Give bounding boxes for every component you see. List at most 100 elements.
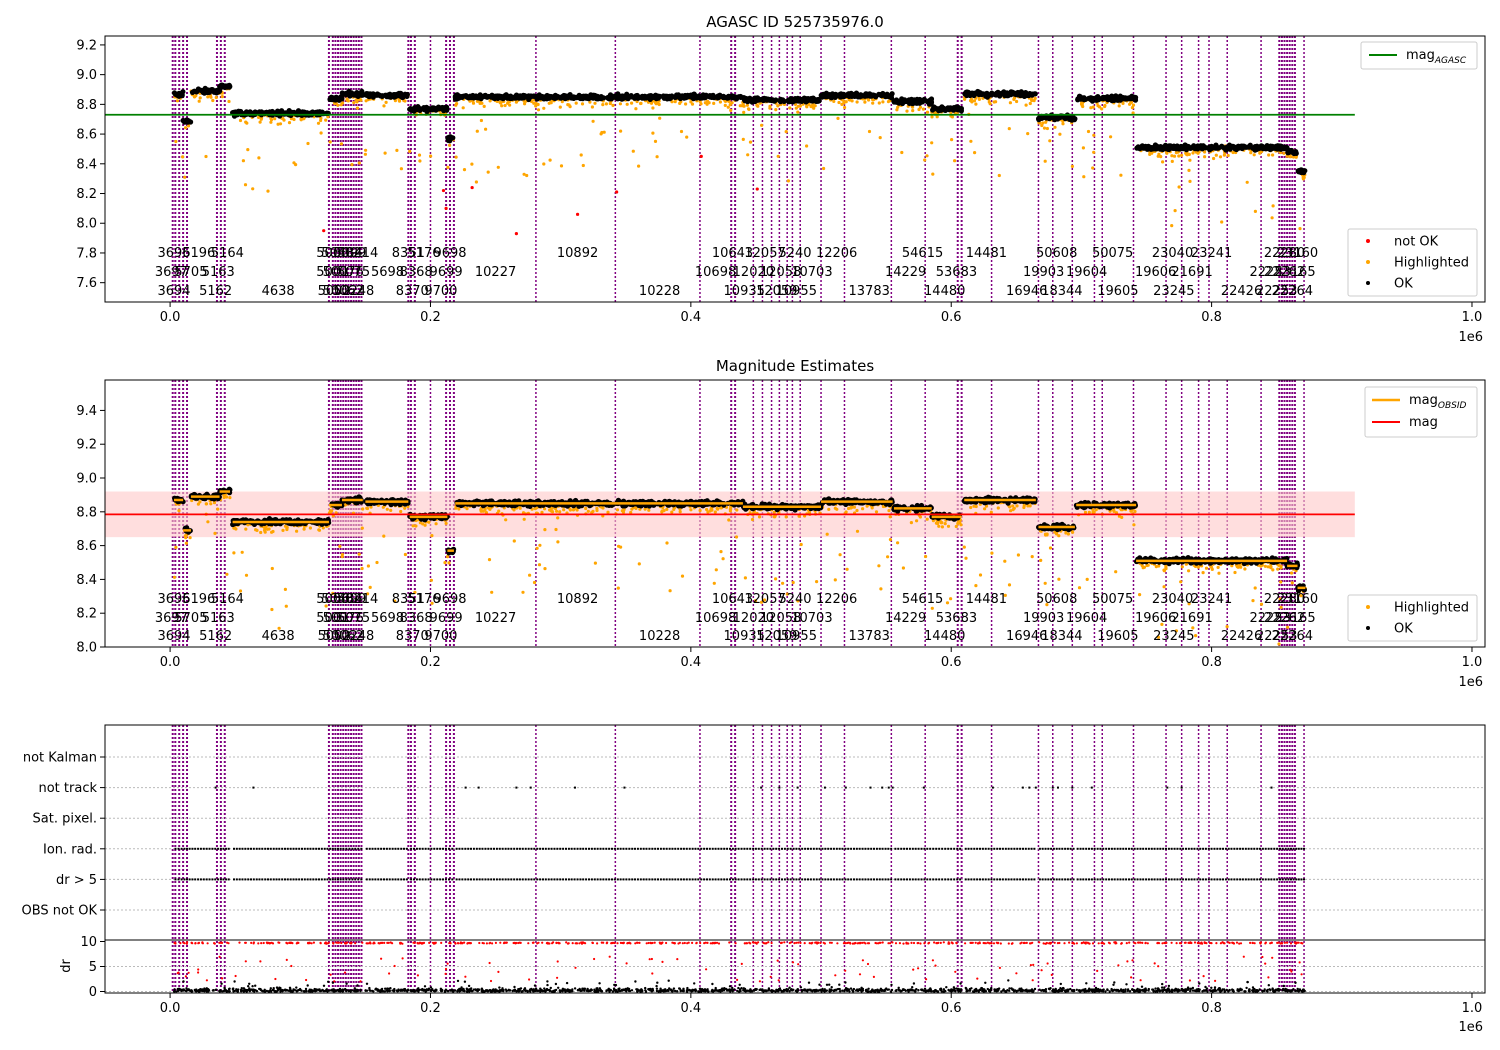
obs-label: 10227 xyxy=(475,265,516,280)
highlighted-point xyxy=(479,118,483,123)
highlighted-point xyxy=(383,151,387,155)
highlighted-point xyxy=(833,578,837,582)
obs-label: 14229 xyxy=(885,265,926,280)
highlighted-point xyxy=(593,561,598,565)
highlighted-point xyxy=(430,534,434,538)
obs-label: 9699 xyxy=(430,265,463,280)
highlighted-point xyxy=(954,524,958,529)
highlighted-point xyxy=(540,510,544,514)
highlighted-point xyxy=(1201,571,1205,575)
highlighted-point xyxy=(1188,179,1192,183)
ok-point xyxy=(1256,145,1262,151)
highlighted-point xyxy=(1030,98,1034,103)
obs-label: 23040 xyxy=(1152,246,1193,261)
ok-point xyxy=(1081,96,1087,102)
highlighted-point xyxy=(562,508,566,512)
highlighted-point xyxy=(923,158,927,162)
highlighted-point xyxy=(768,104,772,108)
ok-point xyxy=(905,98,911,104)
highlighted-point xyxy=(668,589,672,593)
ok-point xyxy=(527,94,533,100)
highlighted-point xyxy=(574,101,578,105)
highlighted-point xyxy=(528,573,532,577)
ok-point xyxy=(1122,95,1128,101)
highlighted-point xyxy=(1091,166,1095,170)
highlighted-point xyxy=(1040,123,1044,128)
highlighted-point xyxy=(921,107,926,111)
ok-point xyxy=(1037,115,1043,121)
highlighted-point xyxy=(560,100,564,104)
highlighted-point xyxy=(705,507,709,512)
highlighted-point xyxy=(615,508,620,512)
highlighted-point xyxy=(345,97,349,101)
obs-label: 5240 xyxy=(778,246,811,261)
highlighted-point xyxy=(537,563,542,567)
highlighted-point xyxy=(259,530,263,535)
highlighted-point xyxy=(434,522,438,526)
highlighted-point xyxy=(760,123,764,127)
ok-point xyxy=(790,97,796,103)
highlighted-point xyxy=(1271,153,1275,157)
ok-point xyxy=(914,98,921,105)
highlighted-point xyxy=(584,506,588,511)
highlighted-point xyxy=(601,103,605,107)
highlighted-point xyxy=(1233,570,1237,575)
highlighted-point xyxy=(198,500,202,504)
highlighted-point xyxy=(1077,586,1082,590)
highlighted-point xyxy=(1131,103,1136,107)
obs-label: 19606 xyxy=(1135,265,1176,280)
highlighted-point xyxy=(1086,129,1091,134)
highlighted-point xyxy=(774,577,778,581)
not-ok-point xyxy=(441,188,446,193)
highlighted-point xyxy=(827,507,831,511)
highlighted-point xyxy=(397,99,402,103)
highlighted-point xyxy=(1157,564,1161,568)
highlighted-point xyxy=(1164,567,1168,571)
ok-point xyxy=(1298,168,1304,174)
highlighted-point xyxy=(174,545,178,550)
ok-point xyxy=(1247,142,1253,148)
highlighted-point xyxy=(925,154,929,158)
obs-label: 54615 xyxy=(902,246,943,261)
highlighted-point xyxy=(656,101,660,105)
highlighted-point xyxy=(750,517,755,522)
highlighted-point xyxy=(930,606,934,610)
highlighted-point xyxy=(213,531,217,536)
highlighted-point xyxy=(245,121,249,125)
highlighted-point xyxy=(1011,508,1015,512)
highlighted-point xyxy=(184,541,188,545)
y-tick-label: 8.0 xyxy=(76,217,97,232)
highlighted-point xyxy=(877,101,881,105)
highlighted-point xyxy=(281,116,285,120)
y-tick-label: 8.2 xyxy=(76,187,97,202)
highlighted-point xyxy=(359,98,363,102)
highlighted-point xyxy=(1091,510,1095,514)
highlighted-point xyxy=(690,102,695,106)
highlighted-point xyxy=(1081,146,1085,150)
ok-point xyxy=(1160,145,1167,151)
ok-point xyxy=(878,93,885,99)
highlighted-point xyxy=(637,562,641,566)
highlighted-point xyxy=(198,96,202,100)
highlighted-point xyxy=(1066,532,1070,536)
highlighted-point xyxy=(1043,581,1047,585)
highlighted-point xyxy=(881,100,885,104)
ok-point xyxy=(1167,146,1173,152)
agasc-legend[interactable]: magAGASC xyxy=(1360,41,1478,70)
highlighted-point xyxy=(266,189,270,193)
highlighted-point xyxy=(474,180,478,184)
highlighted-point xyxy=(658,116,662,120)
highlighted-point xyxy=(255,528,259,533)
ok-point xyxy=(675,92,682,98)
highlighted-point xyxy=(295,529,299,533)
ok-point xyxy=(384,94,390,100)
highlighted-point xyxy=(542,162,546,166)
ok-point xyxy=(1209,145,1215,151)
not-ok-point xyxy=(470,185,474,190)
highlighted-point xyxy=(1041,121,1045,125)
highlighted-point xyxy=(1053,125,1057,129)
ok-point xyxy=(396,90,402,96)
legend-marker xyxy=(1366,239,1370,243)
